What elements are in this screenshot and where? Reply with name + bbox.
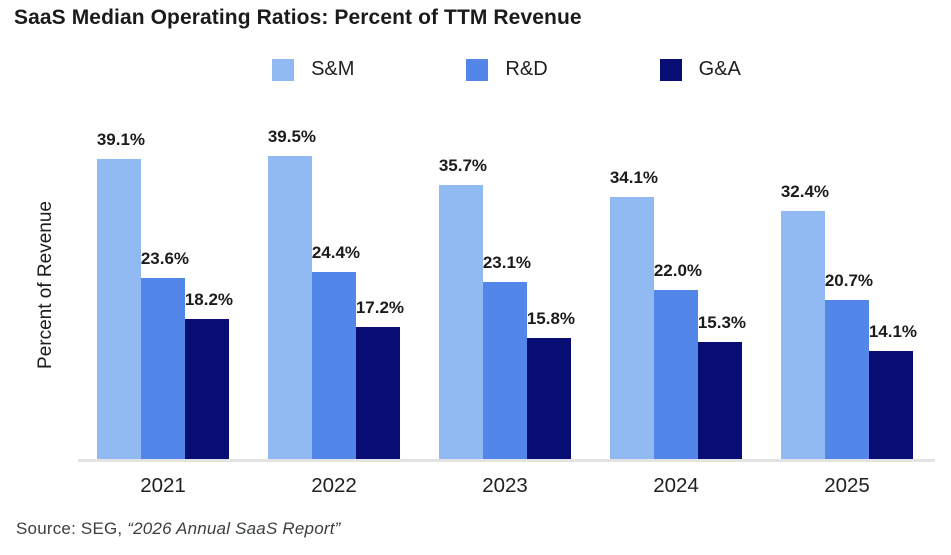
chart-title: SaaS Median Operating Ratios: Percent of… [14, 6, 582, 29]
bar-sm-2021 [97, 159, 141, 459]
x-axis-labels: 2021 2022 2023 2024 2025 [78, 474, 935, 504]
x-axis-label-2022: 2022 [311, 474, 357, 497]
bar-ga-2025 [869, 351, 913, 459]
bar-value-label: 35.7% [438, 156, 488, 175]
legend-item-rd: R&D [466, 58, 548, 81]
legend-label: R&D [505, 58, 548, 80]
bar-value-label: 22.0% [653, 261, 703, 280]
bar-value-label: 17.2% [355, 298, 405, 317]
x-axis-label-2023: 2023 [482, 474, 528, 497]
bar-rd-2022 [312, 272, 356, 459]
bar-value-label: 23.6% [140, 249, 190, 268]
plot-area: 39.1% 23.6% 18.2% 39.5% 24.4% 17.2% 35.7% 23.1%… [78, 100, 935, 462]
y-axis-label: Percent of Revenue [35, 201, 56, 369]
bar-value-label: 18.2% [184, 290, 234, 309]
legend-label: S&M [311, 58, 355, 80]
bar-sm-2025 [781, 211, 825, 459]
bar-value-label: 24.4% [311, 243, 361, 262]
bar-value-label: 14.1% [868, 322, 918, 341]
x-axis-label-2021: 2021 [140, 474, 186, 497]
legend-swatch-icon [659, 58, 682, 81]
bar-value-label: 34.1% [609, 168, 659, 187]
legend-item-ga: G&A [659, 58, 741, 81]
bar-value-label: 15.8% [526, 309, 576, 328]
bar-ga-2023 [527, 338, 571, 459]
bar-value-label: 39.5% [267, 127, 317, 146]
bar-value-label: 32.4% [780, 182, 830, 201]
bar-ga-2024 [698, 342, 742, 459]
bar-sm-2024 [610, 197, 654, 459]
x-axis-label-2025: 2025 [824, 474, 870, 497]
bar-ga-2021 [185, 319, 229, 459]
bar-value-label: 15.3% [697, 313, 747, 332]
legend-item-sm: S&M [272, 58, 354, 81]
legend-swatch-icon [272, 58, 295, 81]
bar-value-label: 23.1% [482, 253, 532, 272]
legend-swatch-icon [466, 58, 489, 81]
bar-rd-2025 [825, 300, 869, 459]
x-axis-label-2024: 2024 [653, 474, 699, 497]
source-prefix: Source: SEG, [16, 519, 128, 538]
bar-value-label: 20.7% [824, 271, 874, 290]
bar-rd-2021 [141, 278, 185, 459]
bar-sm-2023 [439, 185, 483, 459]
bar-rd-2024 [654, 290, 698, 459]
legend-label: G&A [698, 58, 741, 80]
bar-ga-2022 [356, 327, 400, 459]
bar-sm-2022 [268, 156, 312, 459]
source-note: Source: SEG, “2026 Annual SaaS Report” [16, 519, 341, 539]
source-citation: “2026 Annual SaaS Report” [127, 519, 341, 538]
legend: S&M R&D G&A [78, 58, 935, 81]
bar-value-label: 39.1% [96, 130, 146, 149]
bar-rd-2023 [483, 282, 527, 459]
